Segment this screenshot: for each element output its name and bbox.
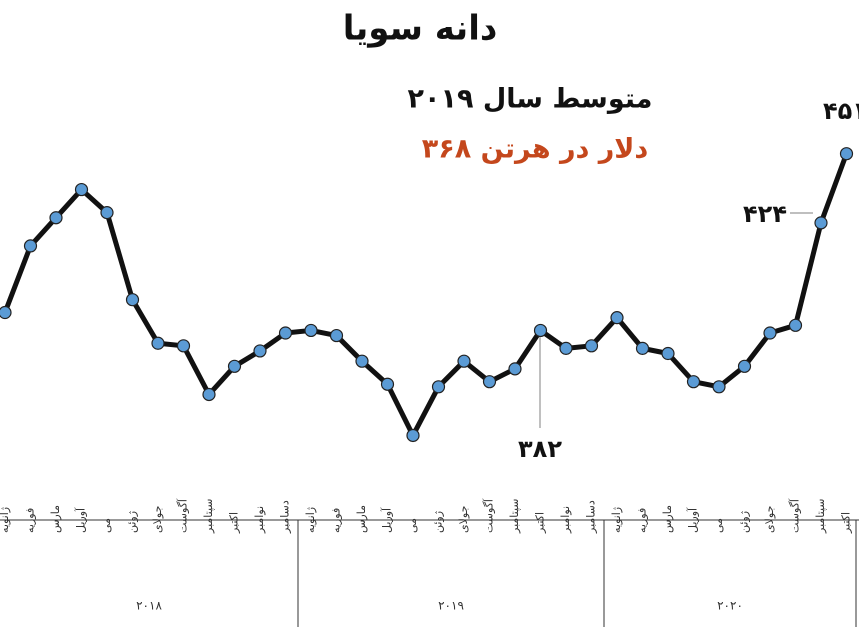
line: [2, 152, 849, 438]
value-label: ۴۵۱: [823, 97, 859, 125]
x-tick-label: سپتامبر: [508, 499, 521, 535]
x-tick-label: آگوست: [176, 498, 190, 533]
x-tick-label: جولاى: [763, 506, 776, 533]
chart-title: دانه سویا: [343, 9, 498, 49]
marker: [610, 311, 624, 325]
marker: [788, 318, 803, 332]
marker: [253, 344, 267, 358]
x-tick-label: مى: [712, 518, 725, 533]
x-tick-label: فوریه: [330, 508, 343, 533]
x-tick-label: نوامبر: [559, 506, 572, 534]
marker: [559, 341, 573, 355]
annotation: متوسط سال ۲۰۱۹: [408, 84, 653, 115]
x-tick-label: اکتبر: [840, 512, 853, 534]
marker: [125, 293, 140, 307]
value-label: ۴۲۴: [743, 200, 787, 228]
marker: [49, 211, 63, 225]
marker: [100, 206, 114, 220]
x-tick-label: مى: [100, 518, 113, 533]
marker: [712, 380, 726, 394]
marker: [176, 339, 191, 353]
x-tick-label: دسامبر: [279, 500, 292, 534]
marker: [23, 239, 38, 253]
marker: [380, 377, 395, 391]
marker: [355, 354, 369, 368]
marker: [661, 346, 675, 361]
marker: [278, 326, 293, 340]
x-tick-label: ژانویه: [610, 507, 623, 533]
marker: [0, 305, 12, 320]
marker: [584, 339, 599, 353]
group-label: ۲۰۲۰: [717, 599, 743, 613]
group-label: ۲۰۱۹: [438, 599, 464, 613]
x-tick-label: سپتامبر: [814, 499, 827, 535]
group-label: ۲۰۱۸: [136, 599, 162, 613]
x-tick-label: جولاى: [151, 506, 164, 533]
x-tick-label: آوریل: [74, 507, 88, 533]
marker: [202, 387, 216, 402]
x-tick-label: آوریل: [686, 507, 700, 533]
marker: [457, 354, 471, 368]
x-tick-label: فوریه: [24, 508, 37, 533]
marker: [431, 380, 446, 394]
x-tick-label: مارس: [661, 505, 674, 533]
marker: [814, 216, 828, 230]
x-tick-label: فوریه: [636, 508, 649, 533]
marker: [839, 147, 854, 161]
x-tick-label: آوریل: [380, 507, 394, 533]
marker: [329, 328, 344, 343]
marker: [406, 428, 420, 443]
x-tick-label: مارس: [49, 505, 62, 533]
marker: [74, 182, 89, 197]
x-tick-label: نوامبر: [253, 506, 266, 534]
x-tick-label: ژانویه: [304, 507, 317, 533]
x-tick-label: جولاى: [457, 506, 470, 533]
marker: [151, 336, 165, 350]
marker: [227, 359, 242, 373]
marker: [533, 323, 548, 338]
x-tick-label: ژوئن: [126, 511, 139, 533]
x-tick-label: اکتبر: [534, 512, 547, 534]
x-tick-label: مى: [406, 518, 419, 533]
annotation: ۳۶۸ دلار در هرتن: [422, 134, 649, 165]
marker: [304, 323, 318, 338]
value-label: ۳۸۲: [518, 435, 562, 463]
x-tick-label: اکتبر: [228, 512, 241, 534]
marker: [508, 362, 522, 376]
x-tick-label: ژوئن: [432, 511, 445, 533]
x-tick-label: مارس: [355, 505, 368, 533]
x-tick-label: آگوست: [482, 498, 496, 533]
x-tick-label: سپتامبر: [202, 499, 215, 535]
marker: [763, 326, 777, 340]
x-tick-label: ژوئن: [738, 511, 751, 533]
x-tick-label: ژانویه: [0, 507, 11, 533]
x-tick-label: آگوست: [788, 498, 802, 533]
marker: [635, 341, 650, 355]
marker: [686, 375, 701, 389]
marker: [737, 359, 752, 373]
marker: [482, 375, 497, 389]
x-tick-label: دسامبر: [585, 500, 598, 534]
